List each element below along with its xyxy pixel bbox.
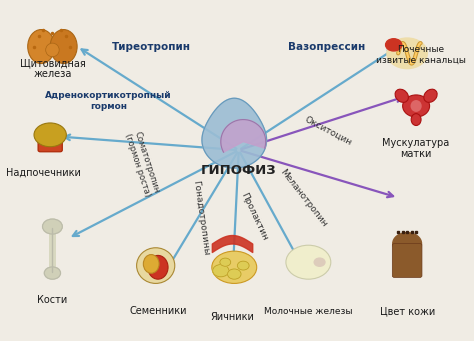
Ellipse shape — [148, 255, 168, 279]
Circle shape — [213, 265, 229, 277]
Text: Кости: Кости — [37, 295, 68, 305]
Circle shape — [393, 233, 421, 254]
Text: Вазопрессин: Вазопрессин — [288, 42, 365, 51]
FancyBboxPatch shape — [392, 243, 422, 278]
Text: Тиреотропин: Тиреотропин — [112, 42, 191, 51]
Text: Гонадотропины: Гонадотропины — [191, 180, 210, 256]
Text: Щитовидная
железа: Щитовидная железа — [19, 58, 85, 79]
Ellipse shape — [27, 30, 55, 63]
Polygon shape — [221, 120, 266, 152]
Circle shape — [387, 38, 428, 69]
Ellipse shape — [137, 248, 175, 283]
Circle shape — [43, 219, 62, 234]
Text: Пролактин: Пролактин — [239, 191, 270, 242]
Text: Соматотропин
(гормон роста): Соматотропин (гормон роста) — [123, 129, 162, 198]
Ellipse shape — [411, 114, 421, 125]
Circle shape — [314, 258, 325, 266]
Text: Окситоцин: Окситоцин — [303, 115, 354, 148]
Ellipse shape — [50, 30, 77, 63]
Circle shape — [385, 39, 402, 51]
Text: Яичники: Яичники — [210, 312, 254, 322]
Ellipse shape — [143, 254, 159, 273]
Polygon shape — [202, 98, 266, 168]
Circle shape — [45, 267, 61, 279]
Text: Меланотропин: Меланотропин — [279, 167, 329, 228]
Text: ГИПОФИЗ: ГИПОФИЗ — [201, 164, 276, 177]
Text: Цвет кожи: Цвет кожи — [380, 307, 435, 316]
FancyBboxPatch shape — [38, 130, 62, 152]
Ellipse shape — [410, 100, 422, 112]
Circle shape — [220, 258, 231, 266]
Text: Надпочечники: Надпочечники — [6, 167, 81, 177]
Text: Молочные железы: Молочные железы — [264, 307, 353, 316]
Ellipse shape — [46, 43, 59, 57]
Ellipse shape — [34, 123, 66, 147]
Text: Почечные
извитые канальцы: Почечные извитые канальцы — [376, 45, 465, 65]
Ellipse shape — [212, 251, 257, 283]
Ellipse shape — [395, 89, 409, 102]
Text: Адренокортикотропный
гормон: Адренокортикотропный гормон — [45, 91, 172, 110]
Ellipse shape — [424, 89, 437, 102]
Text: Семенники: Семенники — [129, 307, 187, 316]
Circle shape — [228, 269, 241, 279]
Circle shape — [237, 261, 249, 270]
Ellipse shape — [286, 245, 331, 279]
Text: Мускулатура
матки: Мускулатура матки — [383, 138, 450, 159]
Ellipse shape — [402, 95, 429, 117]
